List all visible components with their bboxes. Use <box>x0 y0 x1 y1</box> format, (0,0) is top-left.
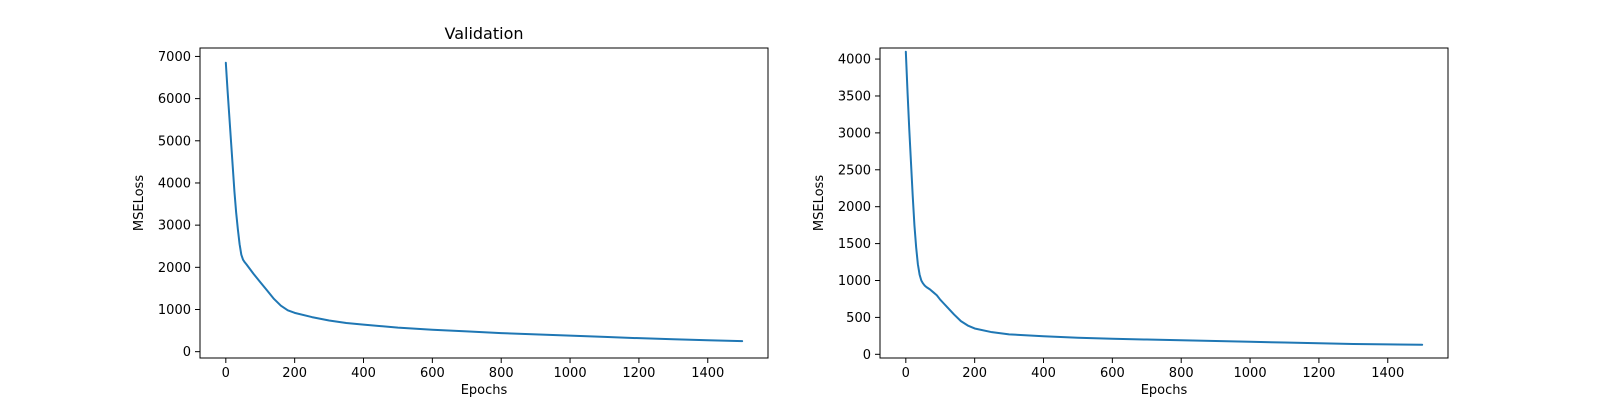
right-y-tick-label: 1500 <box>838 237 871 252</box>
left-y-tick-label: 4000 <box>158 176 191 191</box>
right-y-tick-label: 3500 <box>838 89 871 104</box>
left-chart: 0 200 400 600 800 1000 1200 1400 0 1000 2000 3000 40… <box>132 24 769 398</box>
left-x-tick-label: 600 <box>420 366 445 381</box>
right-x-tick-label: 200 <box>962 366 987 381</box>
left-x-tick-label: 1400 <box>691 366 724 381</box>
right-y-tick-label: 500 <box>846 311 871 326</box>
right-y-tick-label: 0 <box>863 348 871 363</box>
left-y-tick-label: 6000 <box>158 92 191 107</box>
right-x-tick-label: 1200 <box>1302 366 1335 381</box>
left-y-tick-label: 3000 <box>158 219 191 234</box>
right-y-axis-label: MSELoss <box>812 175 827 231</box>
left-x-tick-label: 1200 <box>622 366 655 381</box>
right-x-tick-label: 800 <box>1169 366 1194 381</box>
left-x-axis-label: Epochs <box>461 383 508 398</box>
right-y-tick-label: 2500 <box>838 163 871 178</box>
right-chart: 0 200 400 600 800 1000 1200 1400 0 500 1000 1500 200… <box>812 47 1449 398</box>
left-x-tick-label: 800 <box>489 366 514 381</box>
left-x-tick-label: 1000 <box>554 366 587 381</box>
left-x-tick-label: 400 <box>351 366 376 381</box>
right-series-line <box>904 50 1424 346</box>
left-series-line <box>224 61 744 343</box>
left-chart-title: Validation <box>444 24 523 43</box>
left-y-tick-label: 1000 <box>158 303 191 318</box>
left-y-tick-label: 7000 <box>158 50 191 65</box>
right-x-tick-label: 600 <box>1100 366 1125 381</box>
left-x-tick-label: 0 <box>222 366 230 381</box>
right-axes-frame <box>879 47 1449 359</box>
left-axes-frame <box>199 47 769 359</box>
right-x-tick-label: 1400 <box>1371 366 1404 381</box>
right-y-tick-label: 4000 <box>838 53 871 68</box>
left-y-tick-label: 2000 <box>158 261 191 276</box>
left-x-tick-label: 200 <box>282 366 307 381</box>
right-x-axis-label: Epochs <box>1141 383 1188 398</box>
right-y-tick-label: 2000 <box>838 200 871 215</box>
right-x-tick-label: 400 <box>1031 366 1056 381</box>
right-y-tick-label: 1000 <box>838 274 871 289</box>
left-y-tick-label: 5000 <box>158 134 191 149</box>
right-x-tick-label: 0 <box>902 366 910 381</box>
left-y-axis-label: MSELoss <box>132 175 147 231</box>
right-x-tick-label: 1000 <box>1234 366 1267 381</box>
left-y-tick-label: 0 <box>183 345 191 360</box>
right-y-tick-label: 3000 <box>838 126 871 141</box>
